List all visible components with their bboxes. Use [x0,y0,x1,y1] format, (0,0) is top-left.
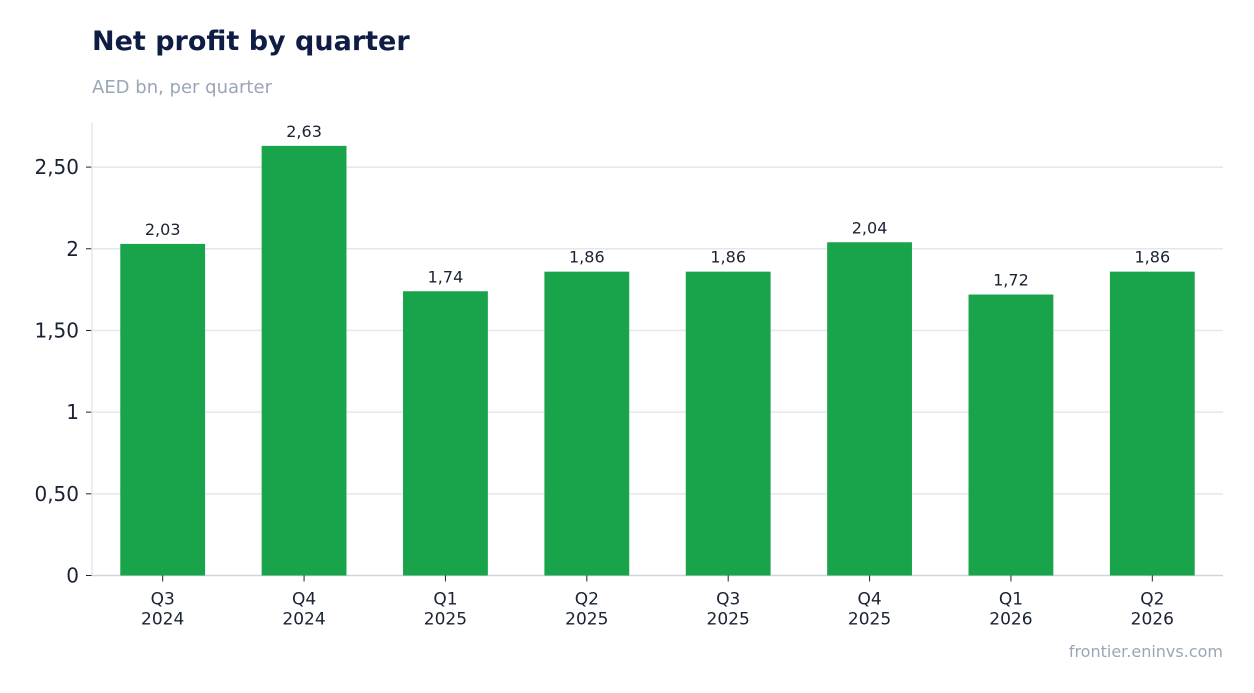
x-tick-label: Q1 2025 [424,590,467,630]
data-label: 1,72 [993,271,1029,290]
source-attribution[interactable]: frontier.eninvs.com [1068,642,1223,661]
data-label: 1,86 [569,248,605,267]
chart-subtitle: AED bn, per quarter [92,77,272,98]
x-tick-label: Q3 2025 [707,590,750,630]
data-label: 2,63 [286,122,322,141]
data-label: 1,86 [710,248,746,267]
x-tick-label: Q2 2026 [1131,590,1174,630]
bar [1109,271,1195,576]
x-tick-label-quarter: Q2 [575,590,599,610]
chart-title: Net profit by quarter [92,26,410,57]
x-tick-label-quarter: Q1 [433,590,457,610]
bar [261,145,347,576]
x-tick-label-year: 2026 [989,610,1032,630]
y-tick-label: 0 [66,564,79,588]
x-tick-label-year: 2025 [707,610,750,630]
bar [544,271,630,576]
bar [685,271,771,576]
x-tick-label-quarter: Q4 [292,590,316,610]
x-tick-label-year: 2025 [848,610,891,630]
bar [120,243,206,576]
x-tick-label: Q4 2024 [282,590,325,630]
x-tick-label-year: 2025 [565,610,608,630]
labels: 2,03 2,63 1,74 1,86 1,86 2,04 1,72 1,86 [145,122,1170,290]
x-tick-label-year: 2024 [282,610,325,630]
bar [403,291,488,576]
data-label: 1,74 [428,267,464,286]
bar [968,294,1054,576]
data-label: 2,03 [145,220,181,239]
x-tick-label-year: 2025 [424,610,467,630]
data-label: 2,04 [852,218,888,237]
y-tick-label: 1,50 [34,318,79,342]
data-label: 1,86 [1135,248,1171,267]
x-tick-label: Q2 2025 [565,590,608,630]
bars [120,145,1195,576]
y-tick-label: 1 [66,400,79,424]
y-tick-label: 0,50 [34,482,79,506]
x-tick-label-quarter: Q3 [151,590,175,610]
x-tick-label: Q3 2024 [141,590,184,630]
x-tick-label-quarter: Q3 [716,590,740,610]
x-tick-label-year: 2026 [1131,610,1174,630]
y-tick-label: 2 [66,237,79,261]
x-tick-label-year: 2024 [141,610,184,630]
bar [827,242,912,576]
x-tick-label: Q1 2026 [989,590,1032,630]
x-tick-label-quarter: Q2 [1140,590,1164,610]
y-tick-label: 2,50 [34,155,79,179]
x-tick-label: Q4 2025 [848,590,891,630]
x-tick-label-quarter: Q4 [857,590,881,610]
x-tick-label-quarter: Q1 [999,590,1023,610]
